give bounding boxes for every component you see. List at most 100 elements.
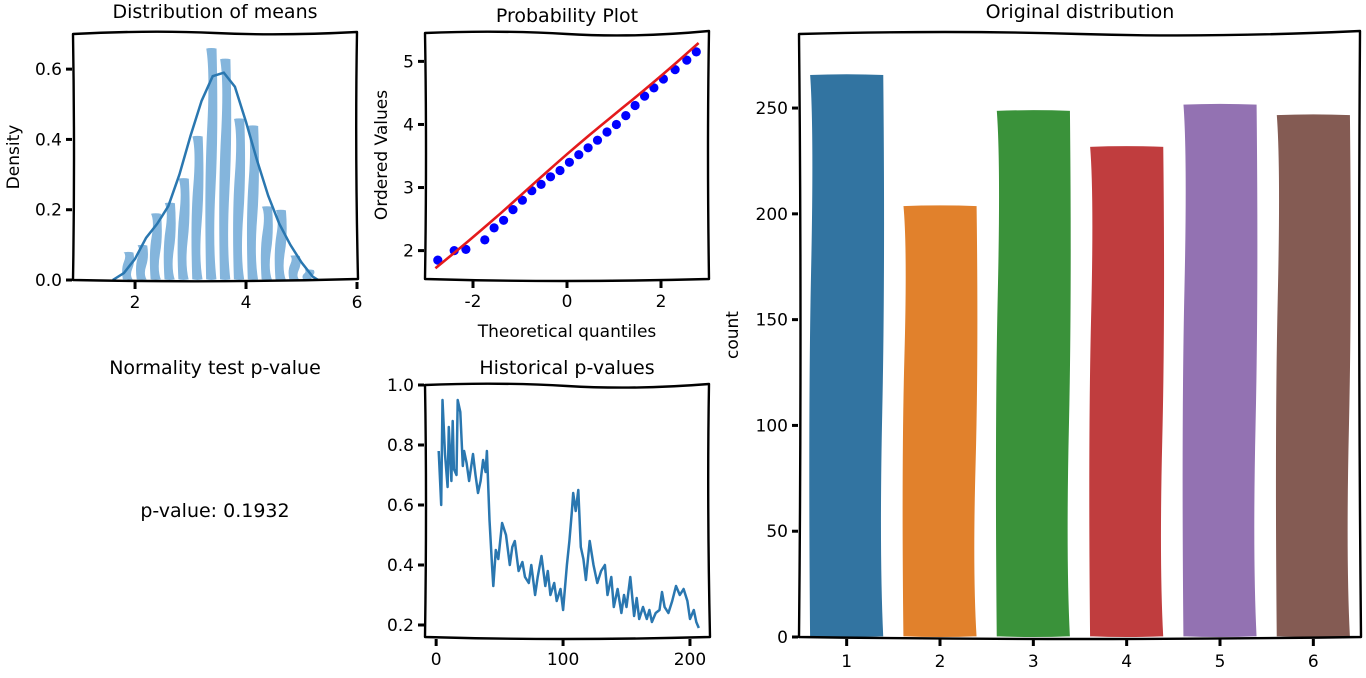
pvals-frame	[423, 382, 712, 641]
prob-ytick-label: 2	[403, 242, 414, 262]
hist-xtick-label: 2	[130, 293, 141, 313]
hist-ytick-label: 0.2	[35, 201, 62, 221]
orig-ytick-label: 100	[756, 416, 788, 436]
pvals-ytick-label: 0.4	[387, 556, 414, 576]
pvals-line	[437, 398, 700, 629]
orig-xtick-label: 1	[841, 652, 852, 672]
orig-ytick-label: 0	[777, 628, 788, 648]
panel-normality-test: Normality test p-value p-value: 0.1932	[109, 357, 321, 522]
orig-xtick-label: 3	[1028, 652, 1039, 672]
hist-bar	[203, 46, 219, 282]
prob-point	[480, 235, 490, 245]
hist-bar	[148, 211, 164, 282]
orig-xtick-label: 5	[1215, 652, 1226, 672]
hist-bar	[217, 57, 233, 282]
prob-point	[555, 165, 565, 176]
orig-ytick-label: 200	[756, 205, 788, 225]
hist-bars	[120, 46, 317, 282]
prob-point	[461, 244, 471, 254]
prob-xtick-label: -2	[465, 292, 482, 312]
hist-bar	[176, 176, 192, 282]
hist-frame	[71, 30, 360, 283]
orig-xtick-label: 6	[1308, 652, 1319, 672]
prob-point	[621, 111, 631, 121]
pvals-ytick-label: 0.2	[387, 616, 414, 636]
prob-point	[564, 157, 575, 167]
panel-probability-plot: Probability Plot Ordered Values Theoreti…	[372, 5, 711, 342]
hist-bar	[259, 204, 275, 282]
orig-bars	[807, 72, 1353, 639]
orig-bar-3	[994, 108, 1073, 639]
prob-point	[691, 47, 701, 57]
prob-point	[602, 127, 612, 137]
panel-distribution-of-means: Distribution of means Density 0.00.20.40…	[4, 1, 362, 313]
hist-bar	[162, 201, 178, 282]
prob-point	[583, 143, 593, 153]
prob-point	[574, 150, 584, 160]
prob-ticks: 2 3 4 5 -2 0 2	[403, 52, 666, 312]
prob-point	[508, 205, 518, 215]
orig-ytick-label: 50	[766, 522, 788, 542]
prob-xtick-label: 2	[656, 292, 667, 312]
prob-point	[682, 55, 692, 65]
pvals-ticks: 0.2 0.4 0.6 0.8 1.0 0 100 200	[387, 376, 706, 670]
prob-ylabel: Ordered Values	[372, 90, 392, 220]
hist-bar	[189, 134, 205, 282]
prob-points	[433, 47, 701, 265]
orig-ytick-label: 250	[756, 99, 788, 119]
prob-ytick-label: 4	[403, 115, 414, 135]
hist-xtick-label: 4	[241, 293, 252, 313]
hist-bar	[134, 243, 150, 282]
prob-point	[545, 172, 556, 182]
pvals-xtick-label: 0	[431, 650, 442, 670]
orig-title: Original distribution	[986, 1, 1175, 23]
panel-original-distribution: Original distribution count 1 2 3 4 5 6 0 50 100…	[723, 1, 1363, 672]
prob-xlabel: Theoretical quantiles	[477, 322, 657, 342]
hist-bar	[231, 116, 247, 282]
hist-kde-line	[112, 71, 319, 282]
prob-point	[489, 223, 499, 233]
prob-ytick-label: 3	[403, 179, 414, 199]
prob-point	[611, 119, 622, 130]
prob-point	[433, 255, 443, 265]
orig-ticks: 1 2 3 4 5 6 0 50 100 150 200 250	[756, 99, 1319, 672]
hist-bar	[273, 208, 289, 282]
orig-bar-5	[1181, 102, 1259, 639]
pvals-xtick-label: 200	[674, 650, 706, 670]
orig-bar-1	[807, 72, 886, 639]
orig-ylabel: count	[723, 311, 743, 359]
prob-point	[592, 135, 603, 145]
orig-ytick-label: 150	[756, 311, 788, 331]
prob-point	[640, 91, 650, 101]
orig-xtick-label: 2	[935, 652, 946, 672]
hist-ytick-label: 0.0	[35, 271, 62, 291]
orig-bar-6	[1274, 112, 1353, 639]
orig-bar-4	[1087, 144, 1166, 639]
pvals-ytick-label: 0.6	[387, 496, 414, 516]
prob-point	[449, 246, 459, 256]
prob-point	[499, 215, 509, 225]
pvals-title: Historical p-values	[479, 357, 654, 379]
orig-xtick-label: 4	[1121, 652, 1132, 672]
prob-point	[517, 195, 528, 205]
prob-point	[536, 179, 546, 189]
hist-ylabel: Density	[4, 125, 24, 190]
normality-title: Normality test p-value	[109, 357, 321, 379]
pvals-ytick-label: 1.0	[387, 376, 414, 396]
prob-xtick-label: 0	[562, 292, 573, 312]
hist-ytick-label: 0.4	[35, 130, 62, 150]
panel-historical-p-values: Historical p-values 0.2 0.4 0.6 0.8 1.0 0 100 2…	[387, 357, 712, 670]
prob-frame	[423, 29, 711, 283]
hist-xtick-label: 6	[352, 293, 363, 313]
pvals-xtick-label: 100	[547, 650, 579, 670]
prob-ytick-label: 5	[403, 52, 414, 72]
hist-ytick-label: 0.6	[35, 60, 62, 80]
prob-point	[630, 100, 640, 111]
prob-title: Probability Plot	[496, 5, 638, 27]
hist-ticks: 0.0 0.2 0.4 0.6 2 4 6	[35, 60, 362, 313]
hist-title: Distribution of means	[112, 1, 317, 23]
orig-frame	[797, 29, 1363, 641]
orig-bar-2	[901, 203, 979, 639]
prob-fit-line	[434, 42, 700, 270]
